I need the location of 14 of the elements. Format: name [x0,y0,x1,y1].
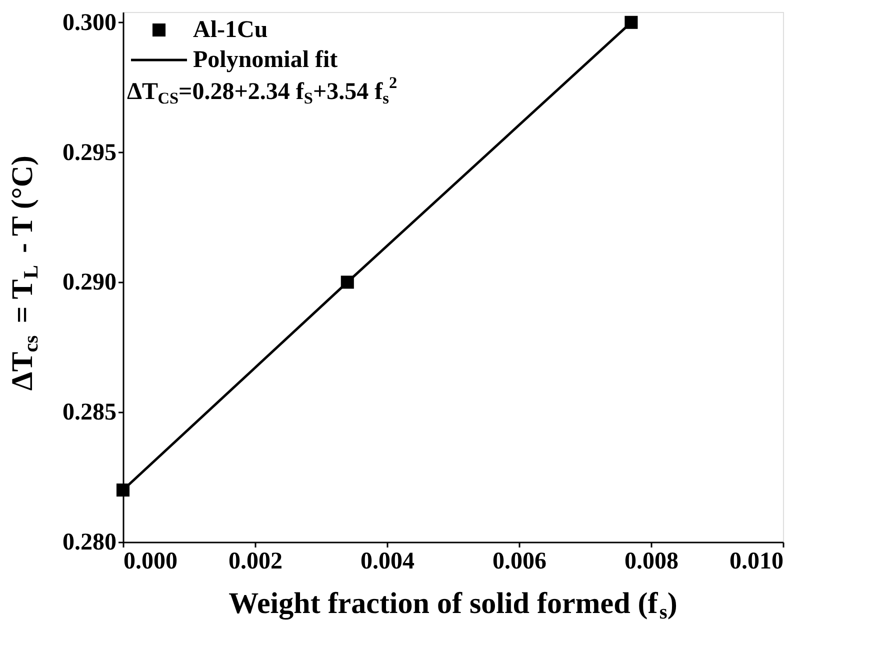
x-tick-label: 0.006 [492,548,546,574]
x-tick-label: 0.004 [360,548,414,574]
y-tick-label: 0.280 [62,530,116,556]
y-tick-label: 0.290 [62,270,116,296]
legend-label: Al-1Cu [193,17,268,43]
y-tick-label: 0.285 [62,400,116,426]
x-tick-label: 0.010 [730,548,784,574]
x-tick-label: 0.000 [124,548,178,574]
legend-label: Polynomial fit [193,47,338,73]
x-tick-label: 0.002 [228,548,282,574]
y-tick-label: 0.295 [62,140,116,166]
x-tick-label: 0.008 [624,548,678,574]
y-axis-title: ΔTcs = TL - T (°C) [6,155,42,391]
y-tick-label: 0.300 [62,10,116,36]
